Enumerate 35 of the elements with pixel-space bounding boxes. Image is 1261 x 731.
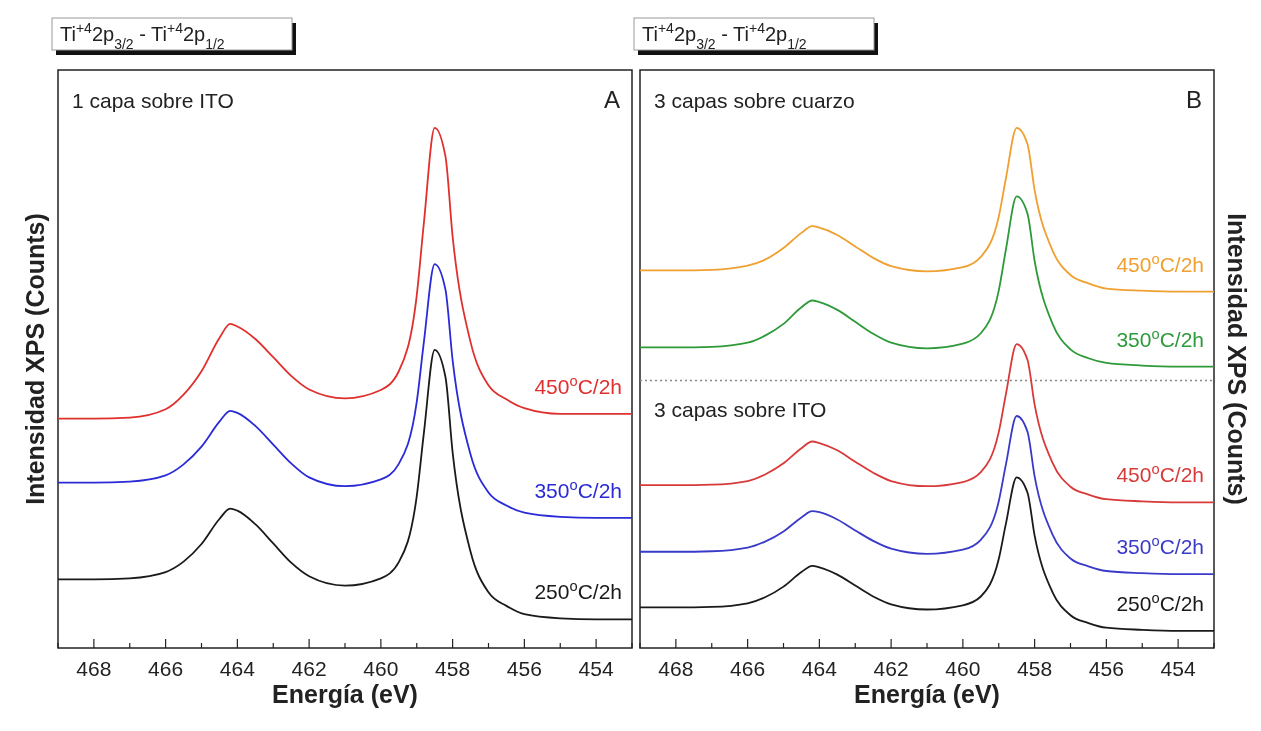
chart-title: Ti$^{+4}$2p$_{3/2}$ - Ti$^{+4}$2p$_{1/2}$ <box>642 20 807 52</box>
series-label: 350$^{o}$C/2h <box>534 476 622 502</box>
series-label: 350$^{o}$C/2h <box>1116 325 1204 351</box>
series-label: 450$^{o}$C/2h <box>1116 250 1204 276</box>
y-axis-title: Intensidad XPS (Counts) <box>21 213 49 505</box>
series-label: 450$^{o}$C/2h <box>534 372 622 398</box>
x-tick-label: 464 <box>801 657 838 680</box>
series-label: 250$^{o}$C/2h <box>534 578 622 604</box>
chart-title: Ti$^{+4}$2p$_{3/2}$ - Ti$^{+4}$2p$_{1/2}$ <box>60 20 225 52</box>
annotation: 3 capas sobre ITO <box>654 397 827 421</box>
x-tick-label: 466 <box>148 657 184 680</box>
x-tick-label: 458 <box>435 657 471 680</box>
series-label: 250$^{o}$C/2h <box>1116 589 1204 615</box>
text: A <box>603 86 620 113</box>
x-tick-label: 460 <box>363 657 399 680</box>
x-tick-label: 466 <box>730 657 766 680</box>
text: 1 capa sobre ITO <box>72 89 234 112</box>
x-tick-label: 458 <box>1017 657 1053 680</box>
series-label: 450$^{o}$C/2h <box>1116 461 1204 487</box>
x-axis-title: Energía (eV) <box>854 680 1000 708</box>
x-tick-label: 464 <box>219 657 256 680</box>
x-tick-label: 462 <box>291 657 327 680</box>
x-tick-label: 462 <box>873 657 909 680</box>
text: B <box>1185 86 1202 113</box>
x-tick-label: 468 <box>76 657 112 680</box>
y-axis-title: Intensidad XPS (Counts) <box>1223 213 1251 505</box>
x-tick-label: 454 <box>1160 657 1196 680</box>
x-tick-label: 454 <box>578 657 614 680</box>
series-label: 350$^{o}$C/2h <box>1116 533 1204 559</box>
x-tick-label: 460 <box>945 657 981 680</box>
x-axis-title: Energía (eV) <box>272 680 418 708</box>
x-tick-label: 456 <box>1088 657 1124 680</box>
x-tick-label: 468 <box>658 657 694 680</box>
text: 3 capas sobre cuarzo <box>654 89 855 112</box>
x-tick-label: 456 <box>506 657 542 680</box>
